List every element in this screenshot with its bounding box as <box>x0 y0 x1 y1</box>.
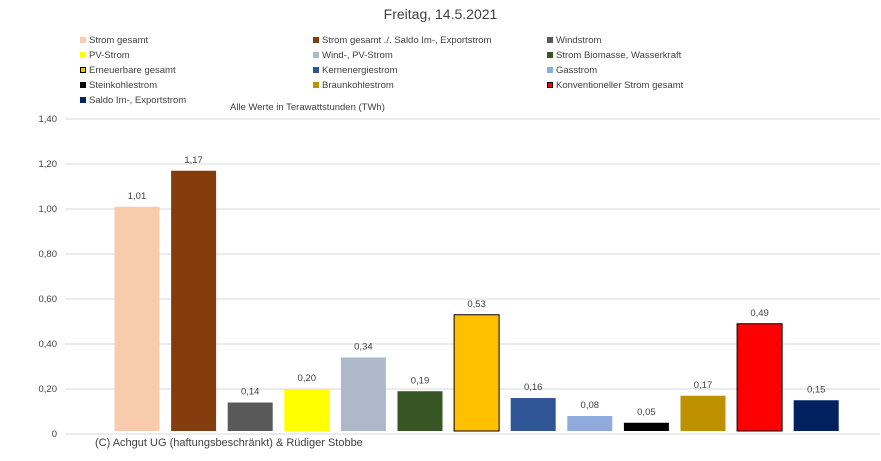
legend-label: Gasstrom <box>556 65 598 76</box>
data-label: 1,17 <box>184 155 203 166</box>
data-label: 0,49 <box>750 308 769 319</box>
y-tick-label: 1,20 <box>39 159 58 170</box>
legend-item: Steinkohlestrom <box>80 80 157 91</box>
legend-swatch <box>80 37 86 44</box>
legend-label: Strom Biomasse, Wasserkraft <box>556 50 682 61</box>
legend-item: Strom gesamt ./. Saldo Im-, Exportstrom <box>313 35 491 46</box>
legend-item: PV-Strom <box>80 50 130 61</box>
legend-swatch <box>547 67 553 74</box>
legend-label: Kernenergiestrom <box>322 65 398 76</box>
y-tick-label: 0 <box>52 429 57 440</box>
legend-swatch <box>547 52 553 59</box>
data-label: 1,01 <box>128 191 147 202</box>
bar <box>453 314 500 432</box>
y-tick-label: 0,40 <box>39 339 58 350</box>
legend-swatch <box>313 52 319 59</box>
bar <box>567 416 613 431</box>
legend-item: Strom Biomasse, Wasserkraft <box>547 50 681 61</box>
legend-label: Saldo Im-, Exportstrom <box>89 95 187 106</box>
legend-item: Gasstrom <box>547 65 597 76</box>
legend-item: Kernenergiestrom <box>313 65 398 76</box>
bar <box>340 357 386 431</box>
bar <box>623 422 669 431</box>
legend-swatch <box>547 82 553 89</box>
data-label: 0,53 <box>467 299 486 310</box>
legend-swatch <box>313 37 319 44</box>
y-tick-label: 0,60 <box>39 294 58 305</box>
data-label: 0,20 <box>298 373 317 384</box>
data-label: 0,19 <box>411 375 430 386</box>
bar <box>680 395 726 431</box>
data-label: 0,34 <box>354 342 373 353</box>
legend-swatch <box>313 67 319 74</box>
legend-item: Konventioneller Strom gesamt <box>547 80 683 91</box>
bar <box>114 206 160 431</box>
legend-swatch <box>80 67 86 74</box>
legend-item: Braunkohlestrom <box>313 80 394 91</box>
bar <box>227 402 273 431</box>
chart-subtitle: Alle Werte in Terawattstunden (TWh) <box>230 102 385 113</box>
legend-swatch <box>547 37 553 44</box>
legend-label: Braunkohlestrom <box>322 80 394 91</box>
bar <box>736 323 783 432</box>
bar <box>284 389 330 431</box>
data-label: 0,05 <box>637 407 656 418</box>
bar <box>793 400 839 431</box>
legend-label: PV-Strom <box>89 50 130 61</box>
legend-label: Konventioneller Strom gesamt <box>556 80 684 91</box>
legend-item: Strom gesamt <box>80 35 148 46</box>
y-tick-label: 1,00 <box>39 204 58 215</box>
legend-label: Strom gesamt <box>89 35 149 46</box>
legend-label: Strom gesamt ./. Saldo Im-, Exportstrom <box>322 35 492 46</box>
data-label: 0,14 <box>241 387 260 398</box>
copyright-footer: (C) Achgut UG (haftungsbeschränkt) & Rüd… <box>95 437 363 449</box>
chart-title: Freitag, 14.5.2021 <box>383 6 498 22</box>
data-label: 0,17 <box>694 380 713 391</box>
y-tick-label: 1,40 <box>39 114 58 125</box>
legend-swatch <box>313 82 319 89</box>
legend-item: Erneuerbare gesamt <box>80 65 176 76</box>
legend-label: Steinkohlestrom <box>89 80 158 91</box>
legend-item: Windstrom <box>547 35 601 46</box>
legend-swatch <box>80 97 86 104</box>
data-label: 0,08 <box>581 400 600 411</box>
legend-label: Wind-, PV-Strom <box>322 50 393 61</box>
legend-item: Saldo Im-, Exportstrom <box>80 95 186 106</box>
y-tick-label: 0,20 <box>39 384 58 395</box>
legend-swatch <box>80 82 86 89</box>
bar <box>510 398 556 431</box>
y-tick-label: 0,80 <box>39 249 58 260</box>
bar <box>397 391 443 431</box>
legend-label: Windstrom <box>556 35 602 46</box>
data-label: 0,15 <box>807 384 826 395</box>
legend-item: Wind-, PV-Strom <box>313 50 393 61</box>
legend-swatch <box>80 52 86 59</box>
bar <box>171 170 217 431</box>
data-label: 0,16 <box>524 382 543 393</box>
legend-label: Erneuerbare gesamt <box>89 65 176 76</box>
